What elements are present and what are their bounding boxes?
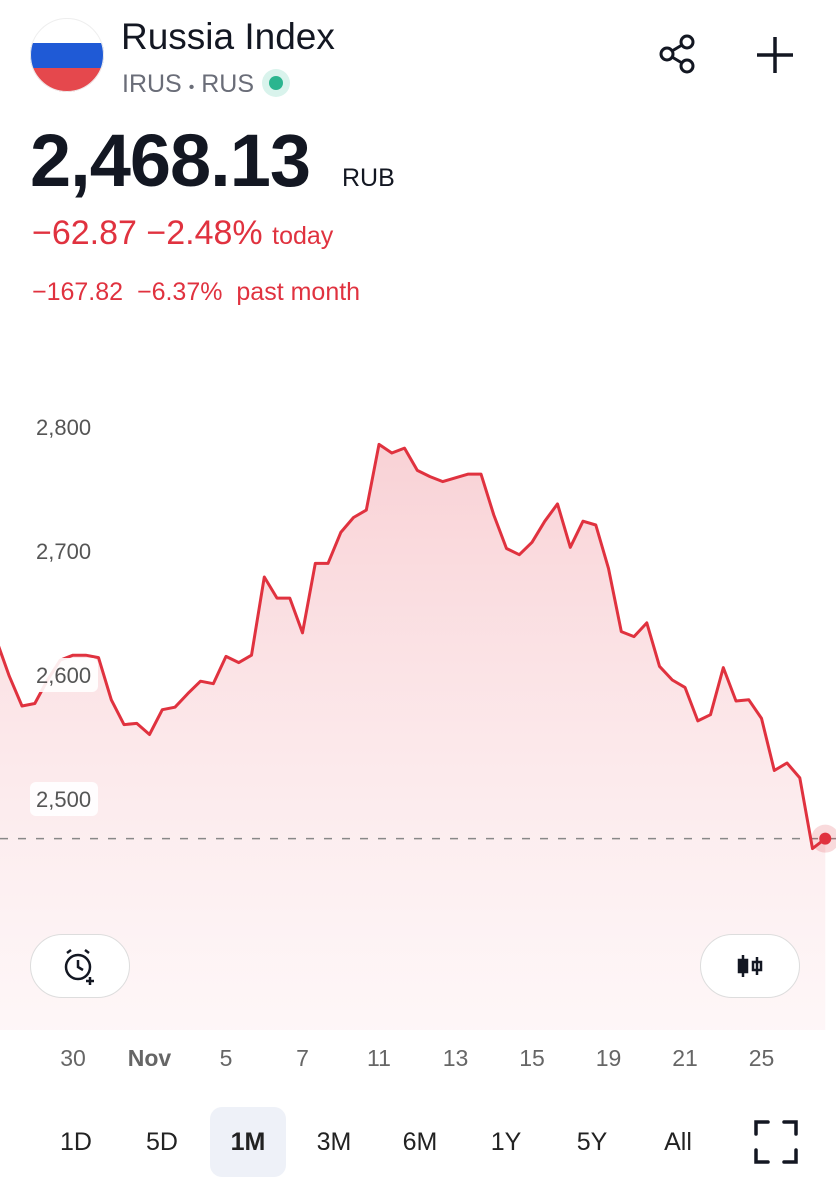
share-button[interactable]	[656, 32, 702, 78]
x-tick-label: 11	[367, 1045, 391, 1071]
range-button[interactable]: 6M	[402, 1128, 438, 1156]
range-button[interactable]: 1M	[210, 1107, 286, 1177]
x-tick-label: 25	[749, 1045, 775, 1071]
exchange: RUS	[201, 70, 255, 98]
x-tick-label: 30	[60, 1045, 86, 1071]
subtitle: IRUS • RUS	[122, 68, 291, 99]
chart: 2,500 2,600 2,700 2,800 30 Nov 5 7 11 13 15 19 21 25	[0, 410, 836, 1071]
month-label: past month	[236, 278, 361, 306]
x-tick-label: 21	[672, 1045, 698, 1071]
alert-button[interactable]	[30, 934, 130, 998]
flag	[30, 18, 104, 92]
month-change: −167.82 −6.37% past month	[32, 278, 360, 307]
area	[0, 444, 826, 1030]
currency: RUB	[342, 164, 395, 192]
y-tick-label: 2,600	[36, 663, 91, 688]
y-tick-bg	[30, 534, 98, 568]
x-tick-label: 13	[443, 1045, 469, 1071]
y-tick-bg	[30, 782, 98, 816]
y-tick-bg	[30, 410, 98, 444]
title: Russia Index	[121, 16, 335, 57]
day-change-value: −62.87	[32, 214, 137, 252]
x-tick-label: 7	[296, 1045, 309, 1071]
x-tick-label: 5	[220, 1045, 233, 1071]
separator: •	[188, 79, 195, 96]
month-change-pct: −6.37%	[136, 278, 223, 306]
line	[0, 442, 827, 851]
y-tick-bg	[30, 658, 98, 692]
add-button[interactable]	[754, 34, 796, 76]
range-button[interactable]: 1D	[60, 1128, 92, 1156]
range-button[interactable]: 5Y	[576, 1128, 608, 1156]
month-change-value: −167.82	[32, 278, 124, 306]
day-change-pct: −2.48%	[146, 214, 263, 252]
x-tick-label: Nov	[128, 1045, 172, 1071]
day-label: today	[272, 222, 334, 250]
fullscreen-button[interactable]	[752, 1118, 800, 1166]
range-button[interactable]: All	[664, 1128, 692, 1156]
ticker: IRUS	[122, 70, 182, 98]
price: 2,468.13	[30, 119, 311, 202]
y-tick-label: 2,800	[36, 415, 91, 440]
x-tick-label: 19	[596, 1045, 622, 1071]
last-point	[819, 832, 832, 845]
range-button[interactable]: 3M	[316, 1128, 352, 1156]
range-button[interactable]: 1Y	[490, 1128, 522, 1156]
y-tick-label: 2,500	[36, 787, 91, 812]
status-dot	[262, 69, 290, 97]
alert-icon	[64, 949, 94, 985]
candle-icon	[737, 955, 763, 977]
y-tick-label: 2,700	[36, 539, 91, 564]
chart-style-button[interactable]	[700, 934, 800, 998]
x-tick-label: 15	[519, 1045, 545, 1071]
range-button[interactable]: 5D	[146, 1128, 178, 1156]
day-change: −62.87 −2.48% today	[32, 214, 333, 253]
